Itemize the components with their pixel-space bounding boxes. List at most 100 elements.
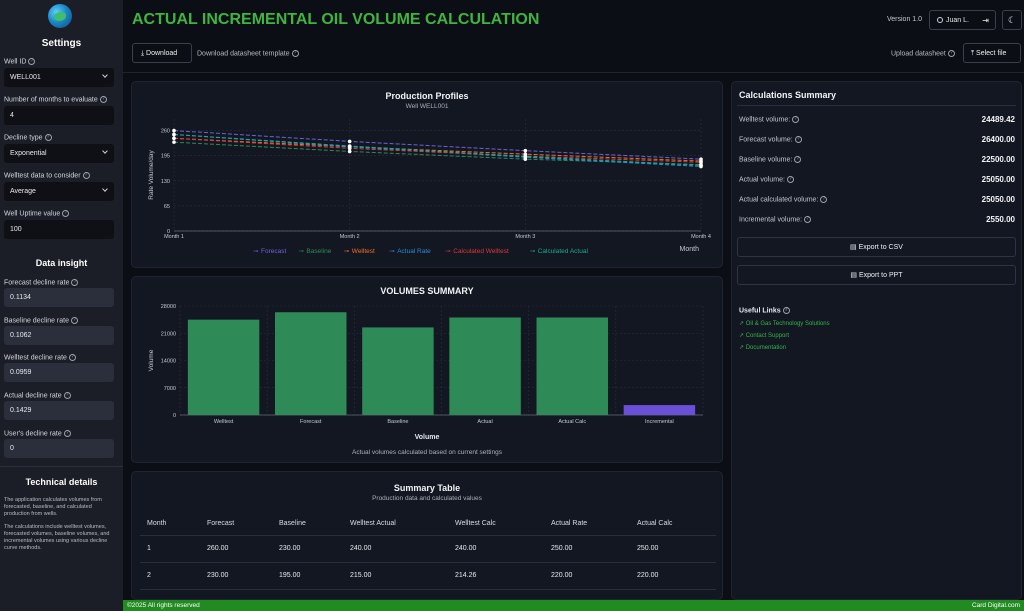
table-cell: 250.00 (637, 545, 659, 552)
welltest-data-select[interactable]: Average (4, 182, 114, 201)
bar (275, 312, 347, 415)
y-axis-label: Volume (148, 349, 155, 371)
x-axis-label: Volume (415, 434, 440, 441)
chevron-down-icon (102, 148, 108, 154)
x-tick-label: Actual (477, 419, 492, 425)
table-header-baseline: Baseline (279, 520, 306, 527)
link-oil-gas[interactable]: ↗ Oil & Gas Technology Solutions (739, 321, 830, 327)
help-icon[interactable]: ? (792, 116, 800, 123)
summary-title: Calculations Summary (739, 90, 837, 100)
series-line (173, 130, 702, 160)
legend-marker: ⊸ (298, 248, 304, 255)
table-header-actual-rate: Actual Rate (551, 520, 588, 527)
help-icon[interactable]: ? (291, 50, 299, 57)
moon-icon: ☾ (1007, 15, 1017, 25)
help-icon[interactable]: ? (947, 50, 955, 57)
uptime-input[interactable]: 100 (4, 220, 114, 239)
export-ppt-label: Export to PPT (858, 272, 903, 279)
legend-marker: ⊸ (253, 248, 259, 255)
user-icon (937, 17, 943, 24)
help-icon[interactable]: ? (782, 307, 790, 314)
globe-logo-icon (48, 4, 72, 28)
table-divider (140, 562, 716, 563)
help-icon[interactable]: ? (28, 58, 36, 65)
bar (449, 317, 521, 415)
help-icon[interactable]: ? (71, 279, 79, 286)
external-link-icon: ↗ (739, 333, 746, 339)
data-point (347, 149, 352, 154)
tech-paragraph: The application calculates volumes from … (4, 497, 102, 517)
tech-title: Technical details (25, 477, 98, 487)
header-divider (123, 72, 1024, 73)
help-icon[interactable]: ? (820, 196, 828, 203)
version-label: Version 1.0 (887, 16, 923, 23)
data-point (172, 128, 176, 133)
page-title: ACTUAL INCREMENTAL OIL VOLUME CALCULATIO… (132, 11, 540, 28)
help-icon[interactable]: ? (99, 96, 107, 103)
help-icon[interactable]: ? (63, 430, 71, 437)
decline-type-select[interactable]: Exponential (4, 144, 114, 163)
help-icon[interactable]: ? (71, 317, 78, 324)
x-tick-label: Baseline (387, 419, 408, 425)
x-tick-label: Month 4 (691, 234, 711, 240)
table-header-month: Month (147, 520, 167, 527)
series-line (173, 137, 702, 162)
insight-label: Forecast decline rate? (4, 279, 79, 286)
volumes-title: VOLUMES SUMMARY (380, 286, 474, 296)
table-cell: 215.00 (350, 572, 372, 579)
help-icon[interactable]: ? (786, 176, 794, 183)
table-subtitle: Production data and calculated values (372, 495, 482, 502)
download-button[interactable]: ⤓ Download (132, 43, 192, 63)
legend-label: Actual Rate (397, 248, 431, 255)
legend-label: Baseline (306, 248, 331, 255)
data-point (523, 154, 528, 159)
well-id-label: Well ID? (4, 58, 36, 65)
useful-links-title: Useful Links? (739, 307, 790, 315)
export-csv-button[interactable]: ▤ Export to CSV (737, 237, 1016, 257)
link-documentation[interactable]: ↗ Documentation (739, 345, 787, 351)
table-cell: 2 (147, 572, 151, 579)
insight-value: 0.1429 (4, 401, 114, 420)
y-tick-label: 130 (161, 179, 170, 185)
y-tick-label: 260 (161, 129, 170, 135)
settings-title: Settings (41, 38, 82, 49)
data-point (347, 144, 352, 148)
table-title: Summary Table (393, 483, 461, 493)
y-tick-label: 65 (164, 204, 170, 210)
x-tick-label: Month 3 (515, 234, 535, 240)
theme-toggle-button[interactable]: ☾ (1002, 10, 1022, 30)
table-header-welltest-calc: Welltest Calc (455, 520, 496, 527)
help-icon[interactable]: ? (804, 216, 812, 223)
help-icon[interactable]: ? (44, 134, 52, 141)
legend-marker: ⊸ (530, 248, 536, 255)
help-icon[interactable]: ? (68, 354, 76, 361)
summary-label: Welltest volume:? (739, 116, 800, 123)
months-input[interactable]: 4 (4, 106, 114, 125)
summary-label: Forecast volume:? (739, 136, 802, 143)
help-icon[interactable]: ? (82, 172, 90, 179)
well-id-select[interactable]: WELL001 (4, 68, 114, 87)
sidebar-footer (0, 600, 123, 611)
y-tick-label: 0 (167, 229, 170, 235)
tech-paragraph: The calculations include welltest volume… (4, 524, 110, 551)
table-cell: 1 (147, 545, 151, 552)
summary-label: Incremental volume:? (739, 216, 812, 223)
select-file-button[interactable]: ⤒ Select file (963, 43, 1021, 63)
footer: ©2025 All rights reserved Card Digital.c… (123, 600, 1024, 611)
chevron-down-icon (102, 186, 108, 192)
volumes-caption: Actual volumes calculated based on curre… (352, 449, 502, 456)
help-icon[interactable]: ? (794, 156, 802, 163)
export-ppt-button[interactable]: ▤ Export to PPT (737, 265, 1016, 285)
user-button[interactable]: Juan L. ⇥ (929, 10, 996, 30)
production-profiles-panel: Production Profiles Well WELL001 (131, 81, 723, 268)
data-point (172, 136, 176, 141)
x-tick-label: Month 1 (164, 234, 184, 240)
help-icon[interactable]: ? (63, 392, 71, 399)
bar (623, 405, 696, 415)
link-contact-support[interactable]: ↗ Contact Support (739, 333, 790, 339)
download-template-link[interactable]: Download datasheet template? (197, 50, 299, 57)
bar (187, 319, 260, 415)
y-tick-label: 195 (161, 154, 170, 160)
help-icon[interactable]: ? (62, 210, 70, 217)
help-icon[interactable]: ? (794, 136, 802, 143)
